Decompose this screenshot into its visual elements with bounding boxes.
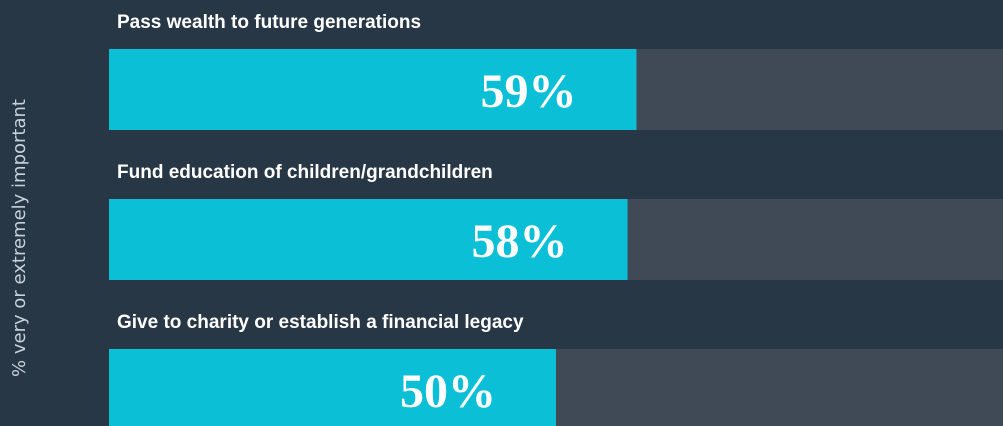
y-axis-label: % very or extremely important — [9, 99, 30, 377]
category-label: Fund education of children/grandchildren — [117, 162, 493, 183]
bar — [109, 49, 637, 130]
value-label: 59% — [480, 65, 576, 118]
category-label: Give to charity or establish a financial… — [117, 312, 524, 333]
bar — [109, 349, 556, 426]
bar — [109, 199, 628, 280]
value-label: 58% — [472, 215, 568, 268]
category-label: Pass wealth to future generations — [117, 12, 421, 33]
value-label: 50% — [400, 365, 496, 418]
